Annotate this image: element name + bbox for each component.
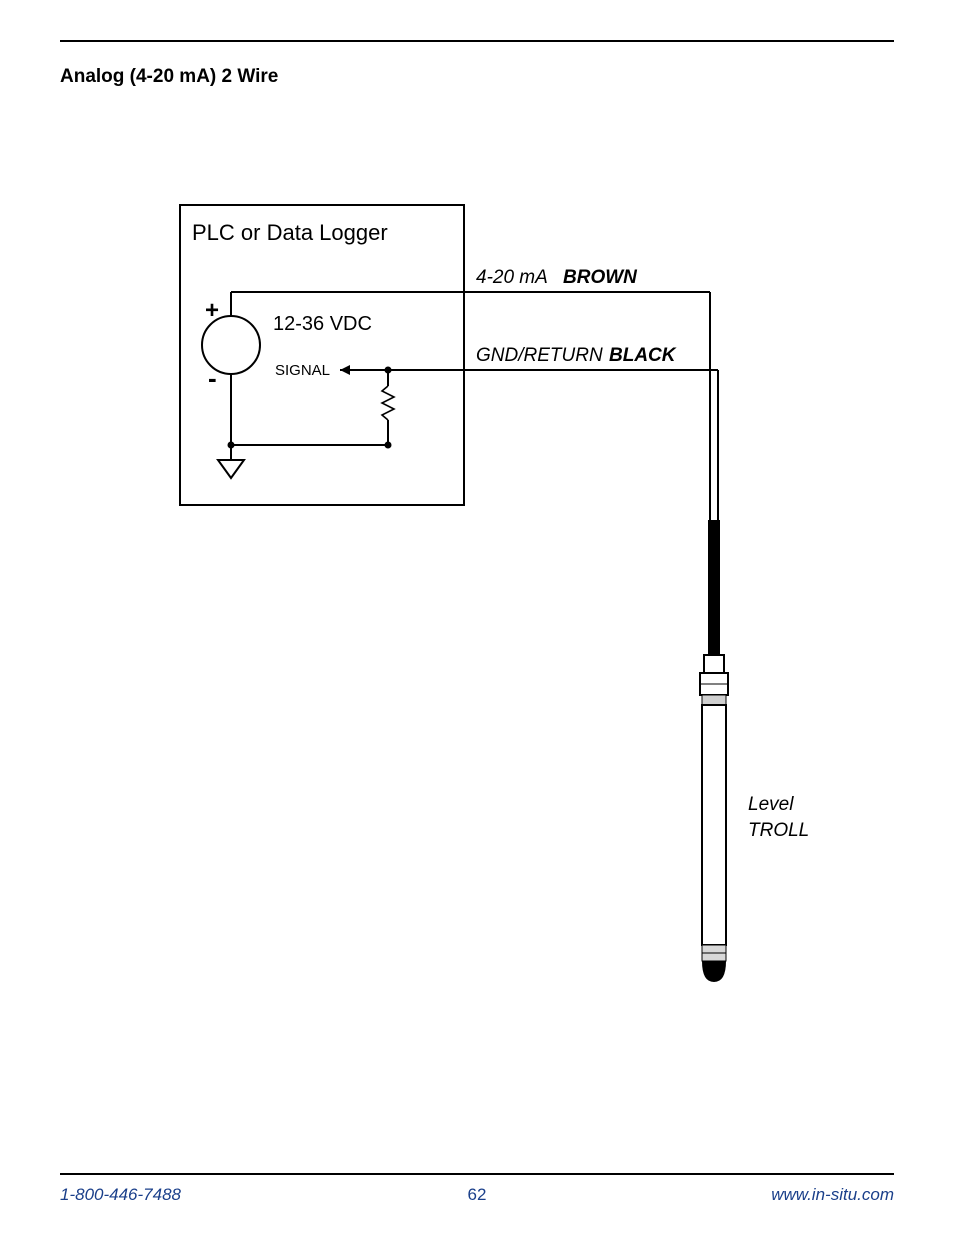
black-wire-bold: BLACK [609,345,677,366]
footer-url: www.in-situ.com [771,1185,894,1205]
page-footer: 1-800-446-7488 62 www.in-situ.com [60,1185,894,1205]
level-troll-body [702,705,726,945]
plc-label: PLC or Data Logger [192,220,388,245]
device-label-1: Level [748,794,794,815]
black-wire-prefix: GND/RETURN [476,345,603,366]
signal-arrow [340,365,350,375]
footer-rule [60,1173,894,1175]
ground-symbol [218,460,244,478]
footer-phone: 1-800-446-7488 [60,1185,181,1205]
device-label-2: TROLL [748,820,809,841]
wiring-diagram: PLC or Data Logger + - 12-36 VDC SIGNAL [0,0,954,1020]
cable-thick [708,520,720,655]
brown-wire-bold: BROWN [563,267,638,288]
sensor-tip [702,961,726,982]
brown-wire-prefix: 4-20 mA [476,267,548,288]
plus-label: + [205,297,219,324]
footer-page-number: 62 [468,1185,487,1205]
resistor [382,386,394,420]
minus-label: - [208,363,217,393]
signal-label: SIGNAL [275,362,330,379]
voltage-label: 12-36 VDC [273,313,372,335]
